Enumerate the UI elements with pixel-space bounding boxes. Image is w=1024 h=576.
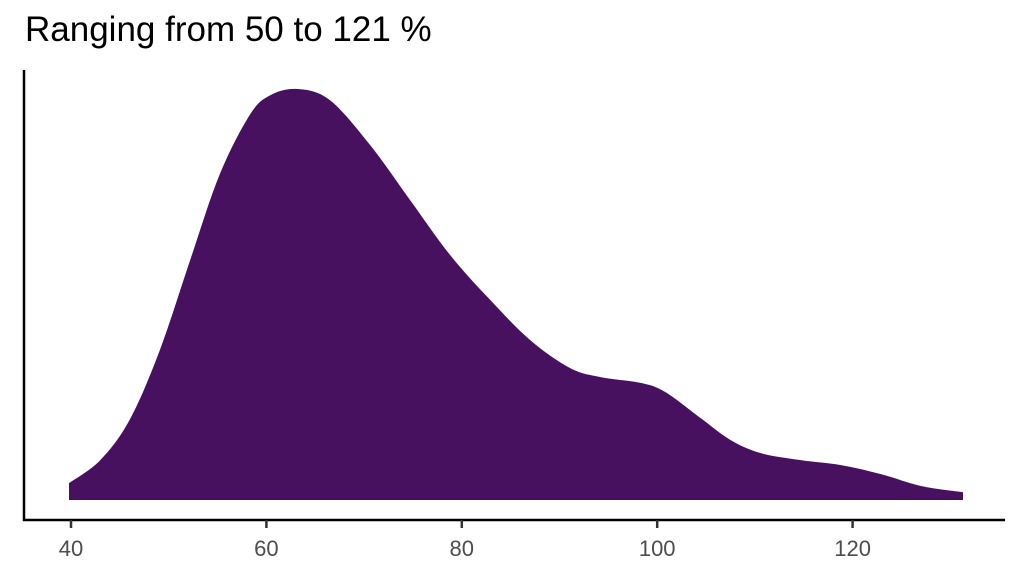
x-axis-ticks: 40 60 80 100 120 [59,520,871,561]
x-tick-label: 40 [59,536,83,561]
x-tick-label: 80 [450,536,474,561]
density-area [69,88,963,500]
x-tick-label: 60 [254,536,278,561]
chart-title: Ranging from 50 to 121 % [25,10,432,49]
x-tick-label: 120 [834,536,871,561]
x-tick-label: 100 [639,536,676,561]
